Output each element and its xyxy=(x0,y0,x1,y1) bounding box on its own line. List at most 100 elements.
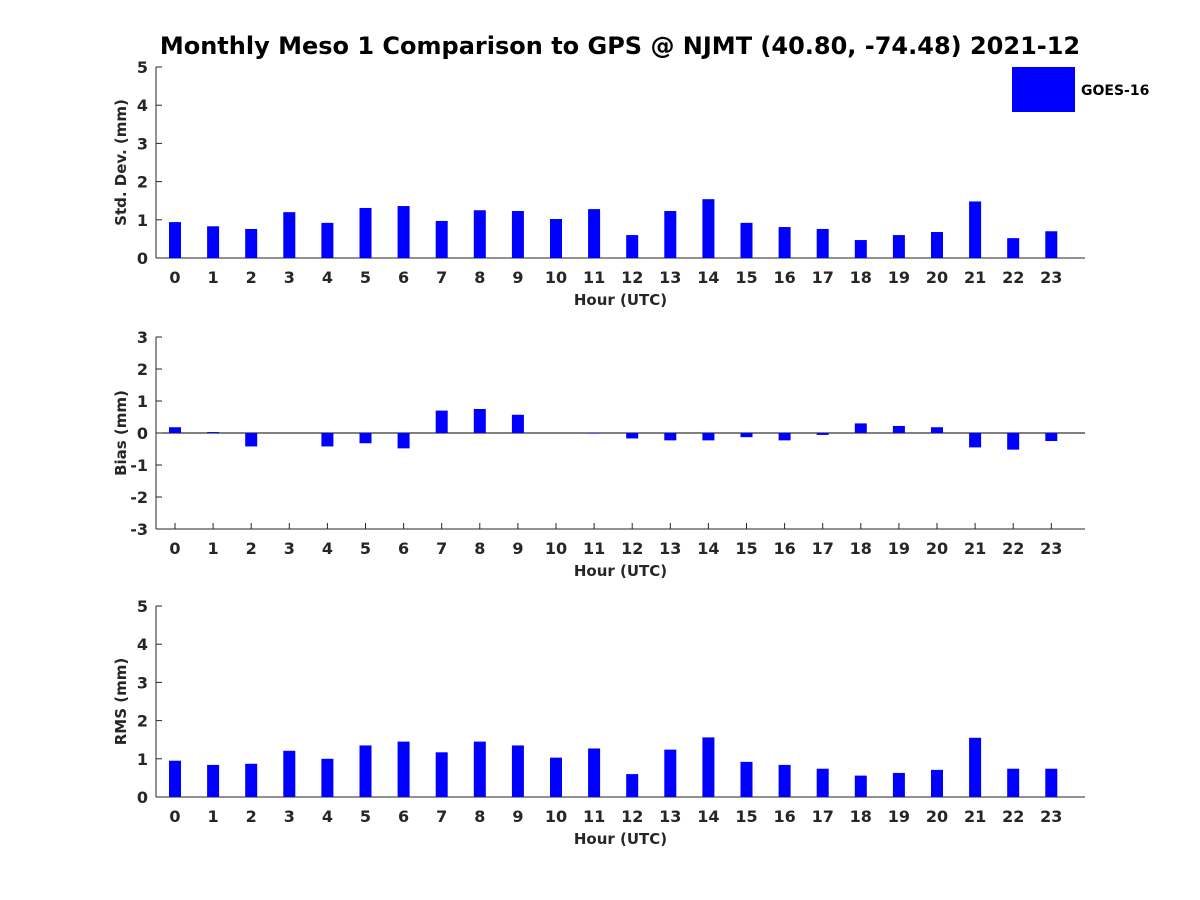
bar-hour-9 xyxy=(511,745,524,797)
bar-hour-16 xyxy=(778,764,791,797)
bar-hour-7 xyxy=(435,752,448,797)
x-tick-label: 18 xyxy=(850,539,872,558)
legend: GOES-16 xyxy=(1012,67,1149,112)
bar-hour-0 xyxy=(169,427,181,433)
x-tick-label: 13 xyxy=(659,807,681,826)
y-tick-label: 3 xyxy=(137,673,148,692)
bar-hour-18 xyxy=(854,423,867,433)
y-axis-label: RMS (mm) xyxy=(112,658,130,745)
y-tick-label: 0 xyxy=(137,424,148,443)
x-tick-label: 9 xyxy=(512,539,523,558)
bar-hour-6 xyxy=(397,206,410,258)
bar-hour-1 xyxy=(207,764,220,797)
x-tick-label: 14 xyxy=(697,807,719,826)
y-tick-label: 2 xyxy=(137,360,148,379)
chart-title: Monthly Meso 1 Comparison to GPS @ NJMT … xyxy=(160,32,1080,60)
x-tick-label: 19 xyxy=(888,268,910,287)
y-tick-label: 1 xyxy=(137,392,148,411)
x-tick-label: 1 xyxy=(208,539,219,558)
x-tick-label: 11 xyxy=(583,268,605,287)
bar-hour-4 xyxy=(321,433,334,447)
bar-hour-20 xyxy=(931,427,943,433)
x-tick-label: 5 xyxy=(360,268,371,287)
x-tick-label: 2 xyxy=(246,268,257,287)
bar-hour-10 xyxy=(550,219,562,258)
x-tick-label: 4 xyxy=(322,268,333,287)
x-tick-label: 1 xyxy=(208,807,219,826)
bar-hour-12 xyxy=(626,433,639,439)
x-tick-label: 3 xyxy=(284,268,295,287)
x-tick-label: 17 xyxy=(812,268,834,287)
y-tick-label: 5 xyxy=(137,58,148,77)
x-tick-label: 14 xyxy=(697,268,719,287)
bar-hour-17 xyxy=(816,228,829,258)
bar-hour-13 xyxy=(664,433,677,441)
x-tick-label: 9 xyxy=(512,807,523,826)
bar-hour-8 xyxy=(473,210,486,258)
bar-hour-2 xyxy=(245,763,258,797)
x-tick-label: 3 xyxy=(284,539,295,558)
x-tick-label: 17 xyxy=(812,539,834,558)
x-tick-label: 7 xyxy=(436,539,447,558)
x-tick-label: 20 xyxy=(926,807,948,826)
bar-hour-1 xyxy=(207,432,220,433)
x-tick-label: 20 xyxy=(926,268,948,287)
x-tick-label: 12 xyxy=(621,268,643,287)
bar-hour-12 xyxy=(626,774,639,797)
bar-hour-23 xyxy=(1045,433,1058,441)
y-tick-label: 3 xyxy=(137,134,148,153)
x-tick-label: 15 xyxy=(735,539,757,558)
x-tick-label: 7 xyxy=(436,807,447,826)
x-tick-label: 17 xyxy=(812,807,834,826)
x-tick-label: 10 xyxy=(545,539,567,558)
legend-swatch xyxy=(1012,67,1075,112)
x-tick-label: 22 xyxy=(1002,539,1024,558)
bar-hour-11 xyxy=(588,433,601,434)
x-tick-label: 23 xyxy=(1040,268,1062,287)
x-tick-label: 1 xyxy=(208,268,219,287)
bar-hour-2 xyxy=(245,433,258,447)
x-tick-label: 18 xyxy=(850,268,872,287)
x-tick-label: 23 xyxy=(1040,807,1062,826)
bar-hour-11 xyxy=(588,209,601,258)
x-tick-label: 9 xyxy=(512,268,523,287)
y-tick-label: 4 xyxy=(137,96,148,115)
bar-hour-6 xyxy=(397,741,410,797)
bar-hour-15 xyxy=(740,222,753,258)
bar-hour-22 xyxy=(1007,238,1020,258)
bar-hour-9 xyxy=(511,414,524,433)
bar-hour-16 xyxy=(778,227,791,258)
bar-hour-13 xyxy=(664,749,677,797)
bar-hour-3 xyxy=(283,212,296,258)
bar-hour-22 xyxy=(1007,433,1020,450)
y-tick-label: -2 xyxy=(130,488,148,507)
x-tick-label: 22 xyxy=(1002,268,1024,287)
x-tick-label: 5 xyxy=(360,807,371,826)
bar-hour-19 xyxy=(892,772,905,797)
y-tick-label: 3 xyxy=(137,328,148,347)
bar-hour-19 xyxy=(892,425,905,433)
x-tick-label: 6 xyxy=(398,807,409,826)
x-tick-label: 16 xyxy=(773,539,795,558)
bar-hour-2 xyxy=(245,228,258,258)
bar-hour-7 xyxy=(435,410,448,433)
bar-hour-16 xyxy=(778,433,791,441)
x-tick-label: 4 xyxy=(322,807,333,826)
bar-hour-8 xyxy=(473,741,486,797)
bar-hour-5 xyxy=(359,745,372,797)
bar-hour-5 xyxy=(359,207,372,258)
bar-hour-19 xyxy=(892,235,905,258)
bar-hour-14 xyxy=(702,433,715,441)
y-tick-label: 0 xyxy=(137,788,148,807)
y-tick-label: -3 xyxy=(130,520,148,539)
bar-hour-20 xyxy=(931,769,943,797)
bar-hour-11 xyxy=(588,748,601,797)
x-tick-label: 21 xyxy=(964,539,986,558)
x-tick-label: 0 xyxy=(169,539,180,558)
bar-hour-14 xyxy=(702,199,715,258)
bar-hour-0 xyxy=(169,222,181,258)
bar-hour-5 xyxy=(359,433,372,444)
x-tick-label: 19 xyxy=(888,807,910,826)
